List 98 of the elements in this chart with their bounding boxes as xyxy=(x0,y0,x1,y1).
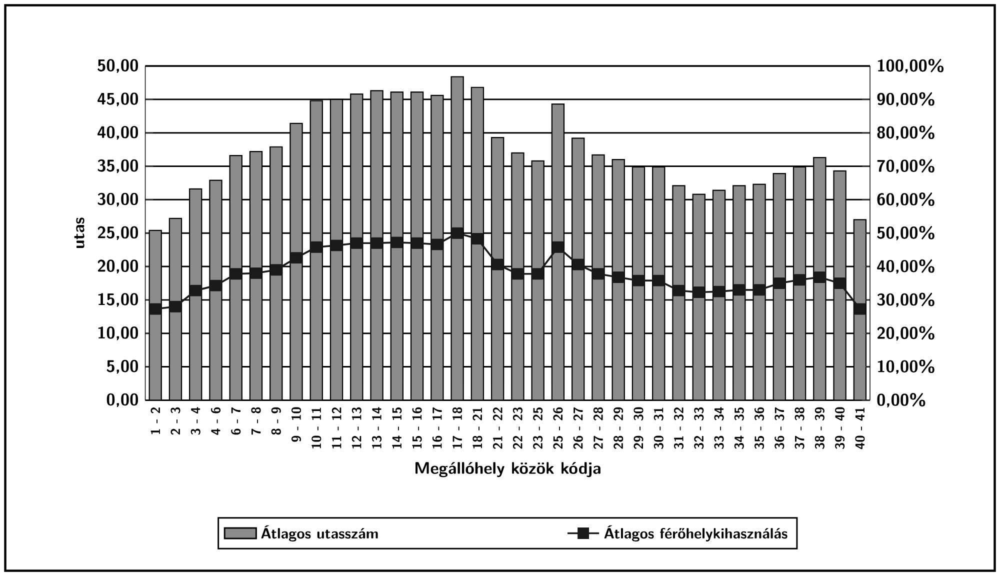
point xyxy=(290,252,302,264)
point xyxy=(431,238,443,250)
y-tick-label: 5,00 xyxy=(106,360,138,374)
y-tick-label: 0,00 xyxy=(106,393,138,408)
x-tick-label: 36 - 37 xyxy=(774,407,784,449)
x-tick-label: 6 - 7 xyxy=(231,407,241,435)
x-tick-label: 23 - 25 xyxy=(533,407,543,449)
x-tick-label: 10 - 11 xyxy=(312,408,322,448)
point xyxy=(472,233,484,245)
point xyxy=(411,237,423,249)
x-tick-label: 29 - 30 xyxy=(634,407,644,449)
x-tick-label: 14 - 15 xyxy=(392,407,402,448)
y2-tick-label: 40,00% xyxy=(877,259,934,274)
x-tick-label: 40 - 41 xyxy=(855,408,865,450)
y-tick-label: 30,00 xyxy=(98,192,138,207)
point xyxy=(693,286,705,298)
point xyxy=(492,258,504,270)
y-tick-label: 50,00 xyxy=(98,59,138,73)
y-axis-title: utas xyxy=(74,218,84,248)
y2-tick-label: 50,00% xyxy=(877,226,934,240)
y2-tick-label: 10,00% xyxy=(878,360,934,374)
x-tick-label: 21 - 22 xyxy=(492,407,502,449)
x-tick-label: 4 - 6 xyxy=(210,407,221,435)
y2-tick-label: 100,00% xyxy=(878,58,944,74)
x-tick-label: 17 - 18 xyxy=(452,407,462,448)
point xyxy=(612,271,624,283)
point xyxy=(170,300,182,312)
point xyxy=(310,241,322,253)
y2-tick-label: 70,00% xyxy=(877,159,934,174)
point xyxy=(190,284,202,296)
y2-tick-label: 90,00% xyxy=(877,92,934,107)
point xyxy=(632,274,644,286)
point xyxy=(270,264,282,276)
point xyxy=(210,280,222,292)
point xyxy=(250,267,262,279)
point xyxy=(652,274,664,286)
x-tick-label: 38 - 39 xyxy=(814,407,824,449)
y-tick-label: 45,00 xyxy=(98,92,138,106)
point xyxy=(713,286,725,298)
x-tick-label: 7 - 8 xyxy=(251,407,261,435)
x-tick-label: 28 - 29 xyxy=(614,407,624,449)
x-tick-label: 25 - 26 xyxy=(553,407,563,449)
point xyxy=(512,268,524,280)
x-tick-label: 26 - 27 xyxy=(573,407,583,449)
y2-tick-label: 80,00% xyxy=(877,126,934,140)
x-tick-label: 1 - 2 xyxy=(150,407,160,434)
point xyxy=(774,277,786,289)
point xyxy=(733,284,745,296)
point xyxy=(552,241,564,253)
point xyxy=(754,284,766,296)
x-tick-label: 11 - 12 xyxy=(332,407,342,448)
y2-tick-label: 30,00% xyxy=(877,292,934,308)
point xyxy=(673,284,684,296)
point xyxy=(854,303,866,315)
x-tick-label: 22 - 23 xyxy=(512,407,522,449)
y2-tick-label: 0,00% xyxy=(877,393,926,408)
y2-tick-label: 60,00% xyxy=(877,192,934,207)
point xyxy=(834,277,846,289)
point xyxy=(532,268,544,280)
y-tick-label: 40,00 xyxy=(98,126,138,140)
legend-label: Átlagos férőhelykihasználás xyxy=(604,525,788,542)
y2-tick-label: 20,00% xyxy=(877,326,934,340)
point xyxy=(230,268,242,280)
x-tick-label: 15 - 16 xyxy=(412,407,422,448)
point xyxy=(371,237,383,249)
x-tick-label: 18 - 21 xyxy=(472,408,482,448)
point xyxy=(572,258,584,270)
x-tick-label: 32 - 33 xyxy=(694,407,704,449)
x-tick-label: 33 - 34 xyxy=(714,407,724,449)
y-tick-label: 10,00 xyxy=(98,326,138,340)
y-tick-label: 35,00 xyxy=(98,159,138,174)
x-tick-label: 3 - 4 xyxy=(190,407,200,435)
x-tick-label: 30 - 31 xyxy=(654,408,664,449)
y-tick-label: 25,00 xyxy=(98,226,138,240)
point xyxy=(452,227,464,239)
x-tick-label: 37 - 38 xyxy=(794,407,804,449)
x-tick-label: 9 - 10 xyxy=(291,407,302,442)
legend-label: Átlagos utasszám xyxy=(261,525,378,542)
point xyxy=(330,240,342,252)
x-tick-label: 34 - 35 xyxy=(734,407,744,449)
x-tick-label: 16 - 17 xyxy=(432,407,442,448)
y-tick-label: 15,00 xyxy=(98,293,138,307)
point xyxy=(150,303,162,315)
y-tick-label: 20,00 xyxy=(98,260,138,274)
point xyxy=(350,237,362,249)
point xyxy=(814,271,826,283)
x-tick-label: 35 - 36 xyxy=(754,407,764,449)
x-tick-label: 8 - 9 xyxy=(271,407,281,435)
x-tick-label: 39 - 40 xyxy=(835,407,845,449)
x-tick-label: 31 - 32 xyxy=(674,407,684,449)
x-axis-title: Megállóhely közök kódja xyxy=(416,462,600,478)
x-tick-label: 13 - 14 xyxy=(372,407,382,448)
point xyxy=(592,268,604,280)
point xyxy=(391,236,403,248)
x-tick-label: 2 - 3 xyxy=(170,407,180,435)
x-tick-label: 12 - 13 xyxy=(352,407,362,448)
x-tick-label: 27 - 28 xyxy=(593,407,604,449)
point xyxy=(794,274,806,286)
